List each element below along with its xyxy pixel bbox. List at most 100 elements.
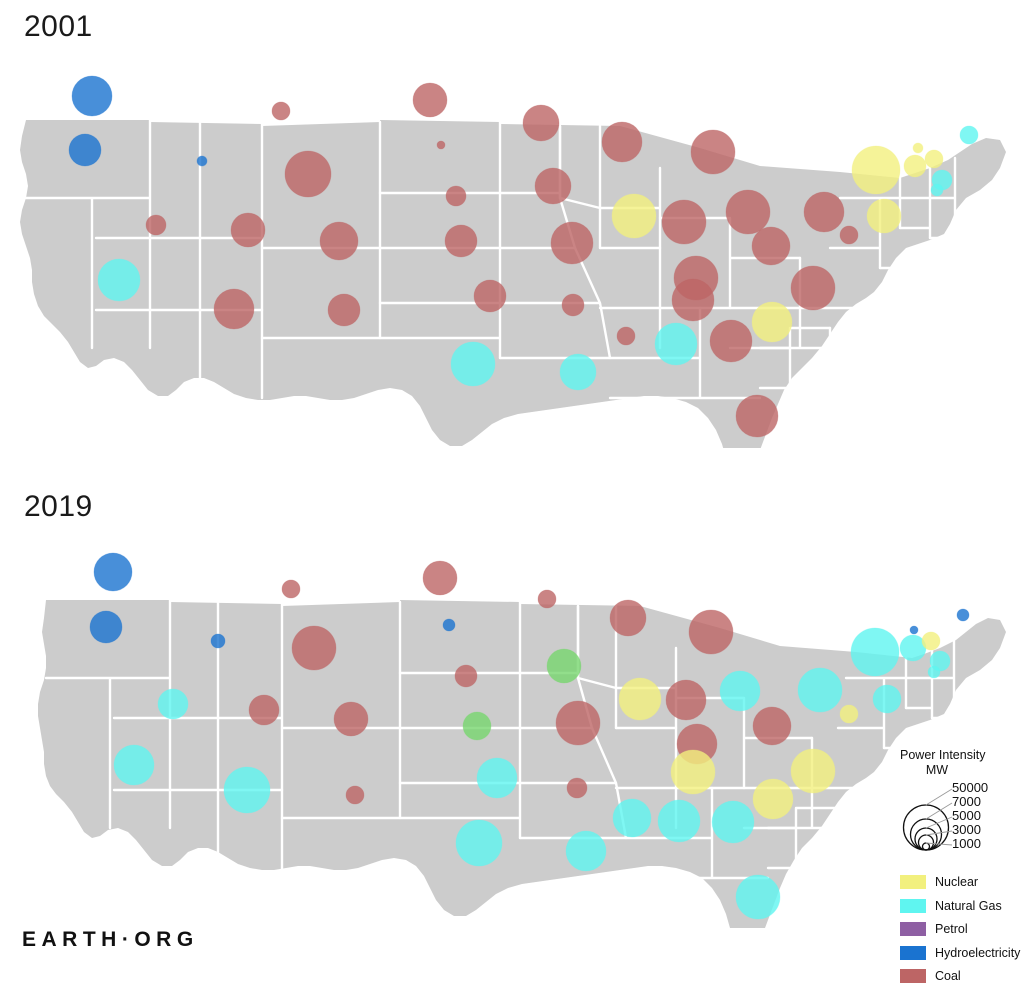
legend-label-hydroelectricity: Hydroelectricity — [935, 945, 1021, 960]
fuel-legend: Nuclear Natural Gas Petrol Hydroelectric… — [900, 872, 1024, 986]
year-label-2001: 2001 — [24, 10, 93, 43]
size-legend: 50000 7000 5000 3000 1000 — [900, 780, 1024, 858]
state-bubble-pa — [851, 145, 901, 195]
state-bubble-ar — [561, 293, 585, 317]
state-bubble-ri — [930, 183, 944, 197]
state-bubble-va — [803, 191, 845, 233]
state-bubble-wa — [71, 75, 113, 117]
state-bubble-al — [654, 322, 698, 366]
state-bubble-ny — [903, 154, 927, 178]
state-bubble-in — [665, 679, 707, 721]
state-bubble-ne — [454, 664, 478, 688]
legend-label-petrol: Petrol — [935, 922, 968, 936]
map-canvas-2001 — [0, 48, 1024, 478]
us-map-svg-2019 — [38, 552, 1006, 928]
state-bubble-mi — [688, 609, 734, 655]
state-bubble-or — [89, 610, 123, 644]
swatch-coal — [900, 969, 926, 983]
state-bubble-tn — [671, 278, 715, 322]
swatch-hydroelectricity — [900, 945, 926, 960]
size-label-5000: 5000 — [952, 808, 981, 823]
state-bubble-or — [68, 133, 102, 167]
state-bubble-nv — [145, 214, 167, 236]
state-bubble-nj — [872, 684, 902, 714]
earth-org-watermark: EARTH·ORG — [22, 928, 199, 951]
state-borders-2001 — [24, 118, 962, 400]
state-bubble-sd — [436, 140, 446, 150]
state-bubble-nm — [327, 293, 361, 327]
legend-title: Power Intensity — [900, 748, 986, 762]
state-bubble-nm — [345, 785, 365, 805]
state-bubble-pa — [850, 627, 900, 677]
state-bubble-fl — [735, 874, 781, 920]
state-bubble-la — [559, 353, 597, 391]
state-bubble-vt — [912, 142, 924, 154]
state-bubble-nd — [412, 82, 448, 118]
state-bubble-vt — [909, 625, 919, 635]
legend-item-natural-gas: Natural Gas — [900, 896, 1024, 916]
swatch-natural-gas — [900, 898, 926, 913]
size-label-1000: 1000 — [952, 836, 981, 851]
state-bubble-oh — [719, 670, 761, 712]
state-bubble-ks — [444, 224, 478, 258]
panel-2001: 2001 — [0, 0, 1024, 470]
state-bubble-md — [839, 704, 859, 724]
state-bubble-mn — [537, 589, 557, 609]
state-bubble-ia — [546, 648, 582, 684]
state-bubble-la — [565, 830, 607, 872]
size-circle-5000 — [914, 827, 938, 851]
swatch-petrol — [900, 922, 926, 936]
state-bubble-ks — [462, 711, 492, 741]
state-bubble-mi — [690, 129, 736, 175]
legend-item-nuclear: Nuclear — [900, 872, 1024, 892]
state-bubble-wi — [601, 121, 643, 163]
state-bubble-me — [959, 125, 979, 145]
state-bubble-ut — [248, 694, 280, 726]
legend-item-hydroelectricity: Hydroelectricity — [900, 943, 1024, 963]
panel-2019: 2019 — [0, 482, 1024, 972]
swatch-nuclear — [900, 875, 926, 889]
state-bubble-sc — [752, 778, 794, 820]
state-bubble-tx — [450, 341, 496, 387]
state-bubble-nd — [422, 560, 458, 596]
legend-item-petrol: Petrol — [900, 919, 1024, 939]
state-bubble-tx — [455, 819, 503, 867]
state-bubble-nc — [790, 748, 836, 794]
state-bubble-sd — [442, 618, 456, 632]
state-bubble-id — [196, 155, 208, 167]
state-bubble-ut — [230, 212, 266, 248]
state-bubble-wy — [291, 625, 337, 671]
state-bubble-ri — [927, 665, 941, 679]
state-bubble-nc — [790, 265, 836, 311]
state-bubble-ar — [566, 777, 588, 799]
legend-item-coal: Coal — [900, 966, 1024, 986]
state-bubble-ms — [616, 326, 636, 346]
bubble-layer-2001 — [68, 75, 979, 438]
state-bubble-tn — [670, 749, 716, 795]
state-bubble-nj — [866, 198, 902, 234]
state-bubble-wa — [93, 552, 133, 592]
us-outline-2019 — [38, 600, 1006, 928]
state-bubble-va — [797, 667, 843, 713]
year-label-2019: 2019 — [24, 490, 93, 523]
state-bubble-wy — [284, 150, 332, 198]
state-bubble-mo — [550, 221, 594, 265]
state-bubble-ne — [445, 185, 467, 207]
state-bubble-mn — [522, 104, 560, 142]
state-bubble-ok — [473, 279, 507, 313]
size-label-50000: 50000 — [952, 780, 989, 795]
state-bubble-il — [611, 193, 657, 239]
state-bubble-wv — [751, 226, 791, 266]
state-bubble-oh — [725, 189, 771, 235]
state-bubble-al — [657, 799, 701, 843]
state-bubble-ms — [612, 798, 652, 838]
bubble-layer-2019 — [89, 552, 970, 920]
map-legend: Power Intensity MW 50000 7000 5000 3000 … — [900, 748, 1024, 990]
state-bubble-az — [213, 288, 255, 330]
state-bubble-ma — [929, 650, 951, 672]
size-label-7000: 7000 — [952, 794, 981, 809]
state-bubble-mo — [555, 700, 601, 746]
state-bubble-ok — [476, 757, 518, 799]
size-label-3000: 3000 — [952, 822, 981, 837]
state-bubble-md — [839, 225, 859, 245]
